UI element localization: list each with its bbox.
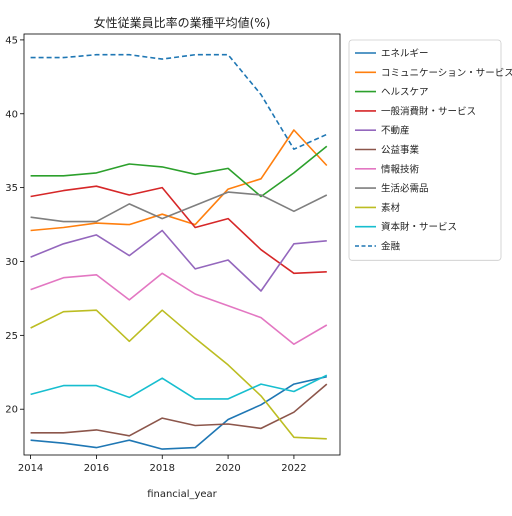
y-tick-label: 20: [5, 405, 18, 416]
legend-label: ヘルスケア: [381, 87, 429, 98]
series-line-5: [30, 383, 328, 437]
y-axis: 20 25 30 35 40 45: [5, 35, 24, 416]
y-tick-label: 35: [5, 183, 18, 194]
x-tick-label: 2016: [84, 463, 109, 474]
x-tick-label: 2018: [150, 463, 175, 474]
series-line-0: [30, 375, 327, 450]
x-tick-label: 2014: [18, 463, 43, 474]
chart-title: 女性従業員比率の業種平均値(%): [94, 15, 271, 30]
series-line-9: [30, 374, 328, 400]
x-axis-label: financial_year: [147, 489, 217, 500]
series-line-4: [30, 229, 327, 292]
series-line-2: [30, 145, 328, 198]
x-tick-label: 2020: [215, 463, 240, 474]
x-axis: 2014 2016 2018 2020 2022: [18, 455, 307, 474]
plot-frame: [23, 33, 341, 456]
series-line-8: [30, 309, 327, 440]
legend-label: 金融: [381, 241, 401, 253]
y-tick-label: 45: [5, 35, 18, 46]
legend-label: エネルギー: [381, 49, 429, 60]
series-line-7: [30, 191, 328, 223]
series-line-1: [30, 129, 328, 232]
legend-label: コミュニケーション・サービス: [381, 68, 512, 79]
series-line-10: [30, 53, 328, 150]
legend-label: 一般消費財・サービス: [381, 105, 476, 117]
y-tick-label: 25: [5, 331, 18, 342]
legend-label: 生活必需品: [381, 183, 429, 195]
legend-label: 資本財・サービス: [381, 221, 457, 233]
series-line-3: [30, 185, 327, 275]
legend-label: 素材: [381, 202, 401, 214]
legend-label: 不動産: [381, 125, 410, 137]
series-line-6: [30, 272, 328, 346]
x-tick-label: 2022: [281, 463, 306, 474]
legend-label: 情報技術: [381, 163, 420, 175]
y-tick-label: 40: [5, 109, 18, 120]
y-tick-label: 30: [5, 257, 18, 268]
legend-box: [348, 39, 502, 261]
legend-label: 公益事業: [381, 144, 420, 156]
plot-area: [23, 33, 341, 456]
legend: エネルギーコミュニケーション・サービスヘルスケア一般消費財・サービス不動産公益事…: [348, 39, 512, 261]
